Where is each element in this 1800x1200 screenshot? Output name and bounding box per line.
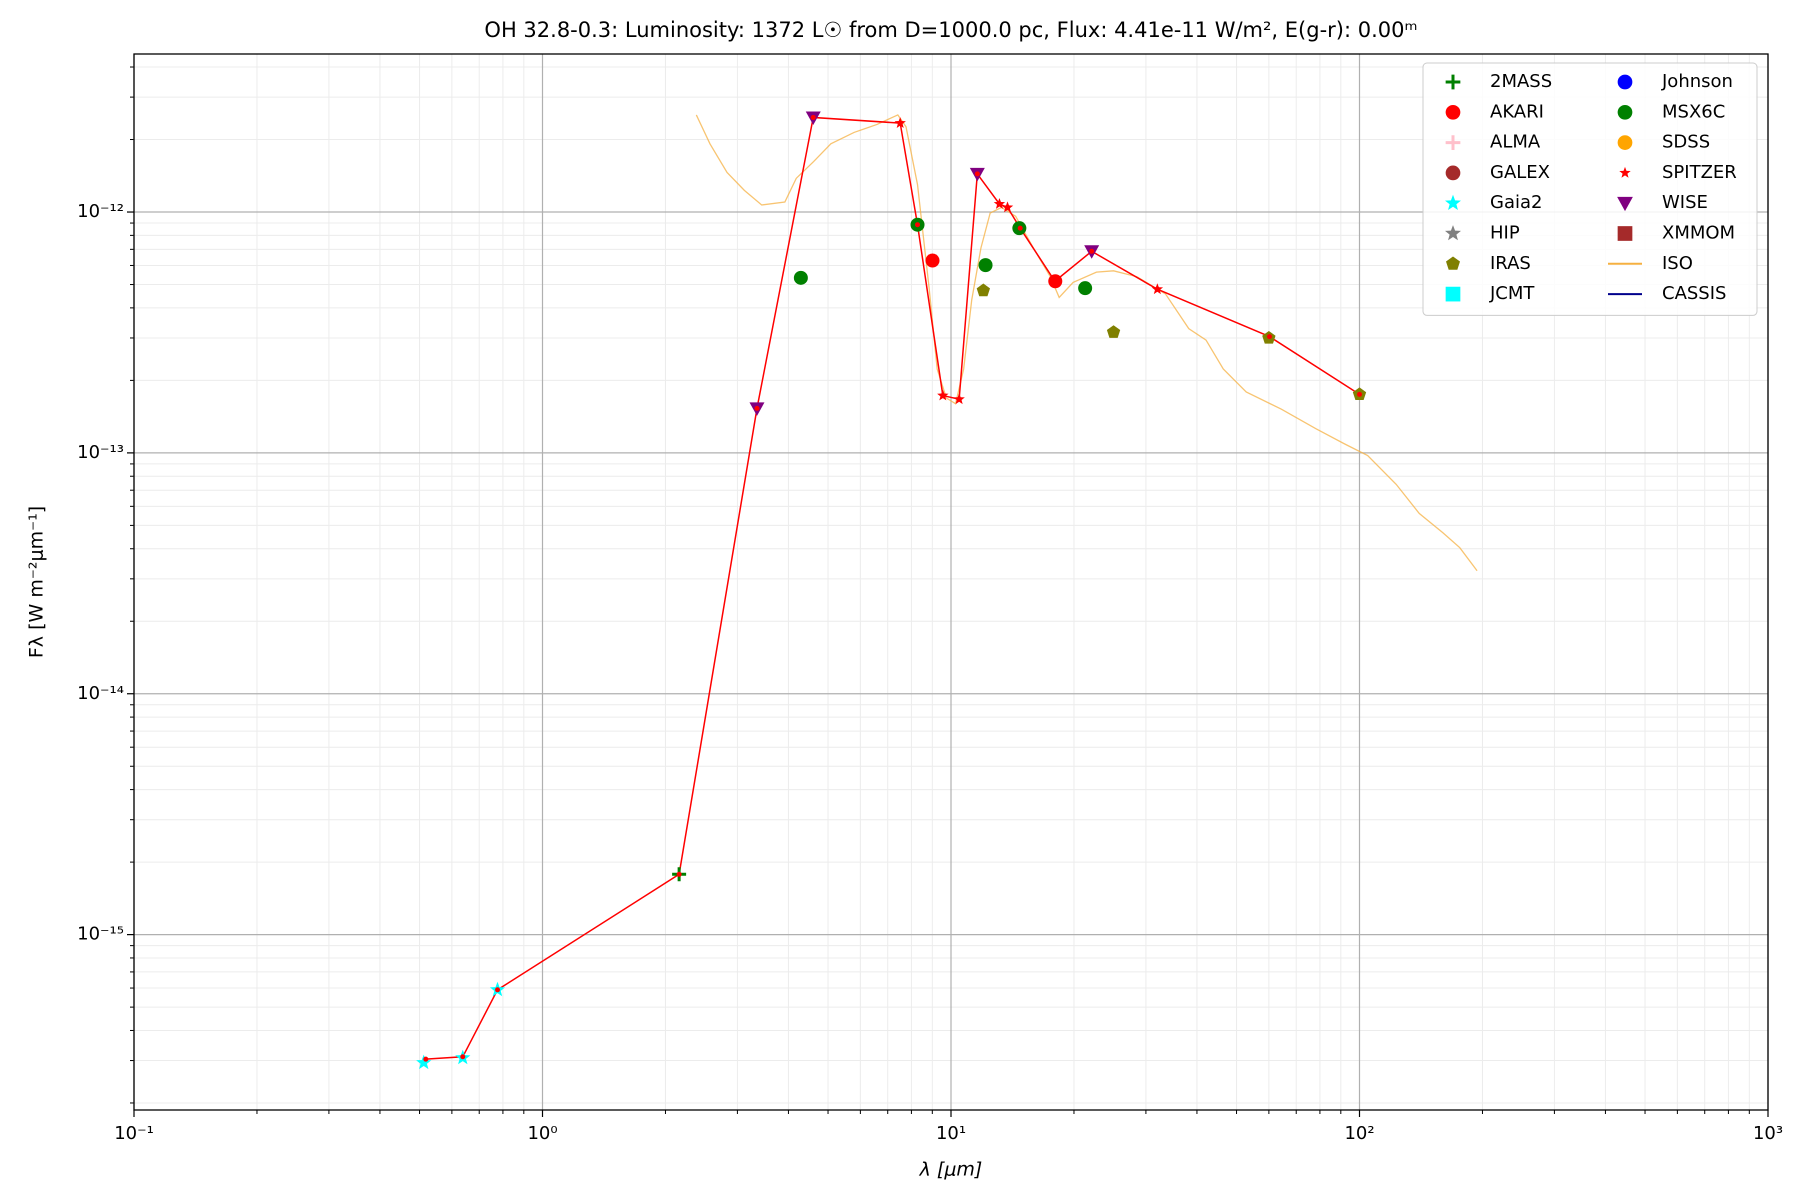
legend-label: CASSIS bbox=[1662, 283, 1726, 304]
sed-point bbox=[754, 405, 760, 411]
legend-label: MSX6C bbox=[1662, 101, 1725, 122]
sed-point bbox=[1357, 391, 1362, 397]
legend-label: AKARI bbox=[1490, 101, 1544, 122]
legend-label: GALEX bbox=[1490, 162, 1550, 183]
sed-point bbox=[460, 1054, 466, 1060]
marker bbox=[1617, 104, 1633, 120]
marker bbox=[1106, 325, 1121, 338]
marker bbox=[1445, 104, 1461, 120]
marker bbox=[1445, 165, 1461, 181]
marker bbox=[1617, 196, 1633, 212]
sed-point bbox=[1004, 204, 1010, 210]
sed-point bbox=[1089, 248, 1095, 254]
legend-label: WISE bbox=[1662, 192, 1708, 213]
x-axis-label: λ [μm] bbox=[919, 1159, 983, 1181]
x-tick-label: 10⁰ bbox=[527, 1123, 557, 1144]
sed-point bbox=[676, 871, 682, 877]
legend-label: ALMA bbox=[1490, 132, 1541, 153]
marker bbox=[1445, 225, 1461, 241]
y-tick-label: 10⁻¹² bbox=[77, 201, 124, 222]
sed-point bbox=[974, 171, 980, 177]
legend-label: 2MASS bbox=[1490, 71, 1552, 92]
chart-title: OH 32.8-0.3: Luminosity: 1372 L☉ from D=… bbox=[484, 18, 1417, 42]
sed-point bbox=[915, 222, 921, 228]
legend-label: SDSS bbox=[1662, 132, 1710, 153]
sed-point bbox=[940, 393, 946, 399]
sed-point bbox=[897, 120, 903, 126]
marker bbox=[1445, 74, 1461, 90]
sed-point bbox=[1052, 278, 1058, 284]
x-tick-label: 10³ bbox=[1753, 1123, 1783, 1144]
marker bbox=[1445, 194, 1461, 210]
marker bbox=[1446, 256, 1460, 270]
marker bbox=[1078, 281, 1093, 296]
legend-label: XMMOM bbox=[1662, 223, 1735, 244]
marker bbox=[1617, 135, 1633, 150]
legend-box bbox=[1422, 62, 1758, 316]
marker bbox=[793, 270, 808, 285]
sed-point bbox=[956, 396, 962, 402]
y-axis-label: Fλ [W m⁻²μm⁻¹] bbox=[26, 506, 48, 658]
x-tick-label: 10¹ bbox=[936, 1123, 966, 1144]
legend-label: HIP bbox=[1490, 223, 1520, 244]
marker bbox=[1617, 74, 1633, 90]
marker bbox=[925, 253, 940, 268]
legend-label: Johnson bbox=[1661, 71, 1733, 92]
marker bbox=[976, 283, 990, 297]
plot-frame bbox=[133, 53, 1769, 1111]
marker bbox=[978, 258, 993, 273]
sed-point bbox=[996, 201, 1002, 207]
sed-point bbox=[1154, 286, 1160, 292]
sed-point bbox=[423, 1056, 429, 1062]
legend-label: ISO bbox=[1662, 253, 1693, 274]
legend-label: Gaia2 bbox=[1490, 192, 1542, 213]
marker bbox=[1445, 135, 1461, 150]
legend-label: SPITZER bbox=[1662, 162, 1737, 183]
legend-label: JCMT bbox=[1489, 283, 1535, 304]
y-tick-label: 10⁻¹⁵ bbox=[77, 924, 124, 945]
marker bbox=[1619, 166, 1631, 178]
plot-area bbox=[416, 111, 1478, 1070]
x-tick-label: 10⁻¹ bbox=[114, 1123, 154, 1144]
legend-label: IRAS bbox=[1490, 253, 1531, 274]
sed-point bbox=[1017, 225, 1023, 231]
x-tick-label: 10² bbox=[1344, 1123, 1374, 1144]
y-tick-label: 10⁻¹⁴ bbox=[77, 683, 124, 704]
marker bbox=[1617, 226, 1633, 241]
sed-point bbox=[1266, 334, 1272, 340]
y-tick-label: 10⁻¹³ bbox=[77, 442, 124, 463]
sed-point bbox=[495, 987, 501, 993]
marker bbox=[1445, 286, 1461, 302]
sed-point bbox=[810, 114, 816, 120]
marker bbox=[416, 1054, 432, 1070]
sed-line bbox=[425, 116, 1360, 1060]
